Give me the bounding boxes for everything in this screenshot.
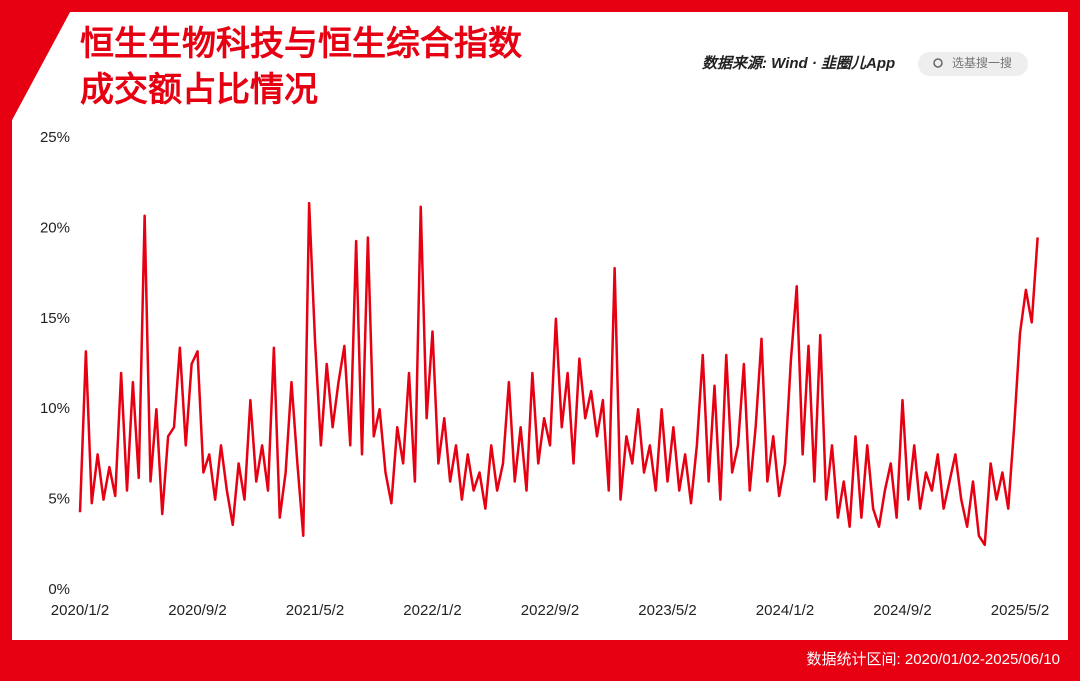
x-tick-label: 2024/9/2 (873, 602, 931, 619)
y-tick-label: 20% (40, 219, 70, 236)
x-tick-label: 2025/5/2 (991, 602, 1049, 619)
search-box[interactable] (918, 52, 1028, 76)
y-tick-label: 0% (48, 581, 70, 598)
line-series (78, 201, 1039, 547)
corner (12, 12, 70, 120)
y-tick-label: 5% (48, 491, 70, 508)
y-tick-label: 10% (40, 400, 70, 417)
search-text[interactable]: 选基搜一搜 (952, 55, 1012, 70)
footer-range: 数据统计区间: 2020/01/02-2025/06/10 (807, 651, 1060, 668)
x-tick-label: 2024/1/2 (756, 602, 814, 619)
x-tick-label: 2021/5/2 (286, 602, 344, 619)
title: 恒生生物科技与恒生综合指数 (80, 25, 522, 63)
x-tick-label: 2020/9/2 (168, 602, 226, 619)
x-tick-label: 2022/1/2 (403, 602, 461, 619)
title: 成交额占比情况 (80, 70, 318, 109)
panel (12, 12, 1068, 640)
x-tick-label: 2020/1/2 (51, 602, 109, 619)
search-icon (933, 58, 943, 68)
x-tick-label: 2022/9/2 (521, 602, 579, 619)
y-tick-label: 25% (40, 129, 70, 146)
x-tick-label: 2023/5/2 (638, 602, 696, 619)
y-tick-label: 15% (40, 310, 70, 327)
source: 数据来源: Wind · 韭圈儿App (702, 55, 895, 72)
